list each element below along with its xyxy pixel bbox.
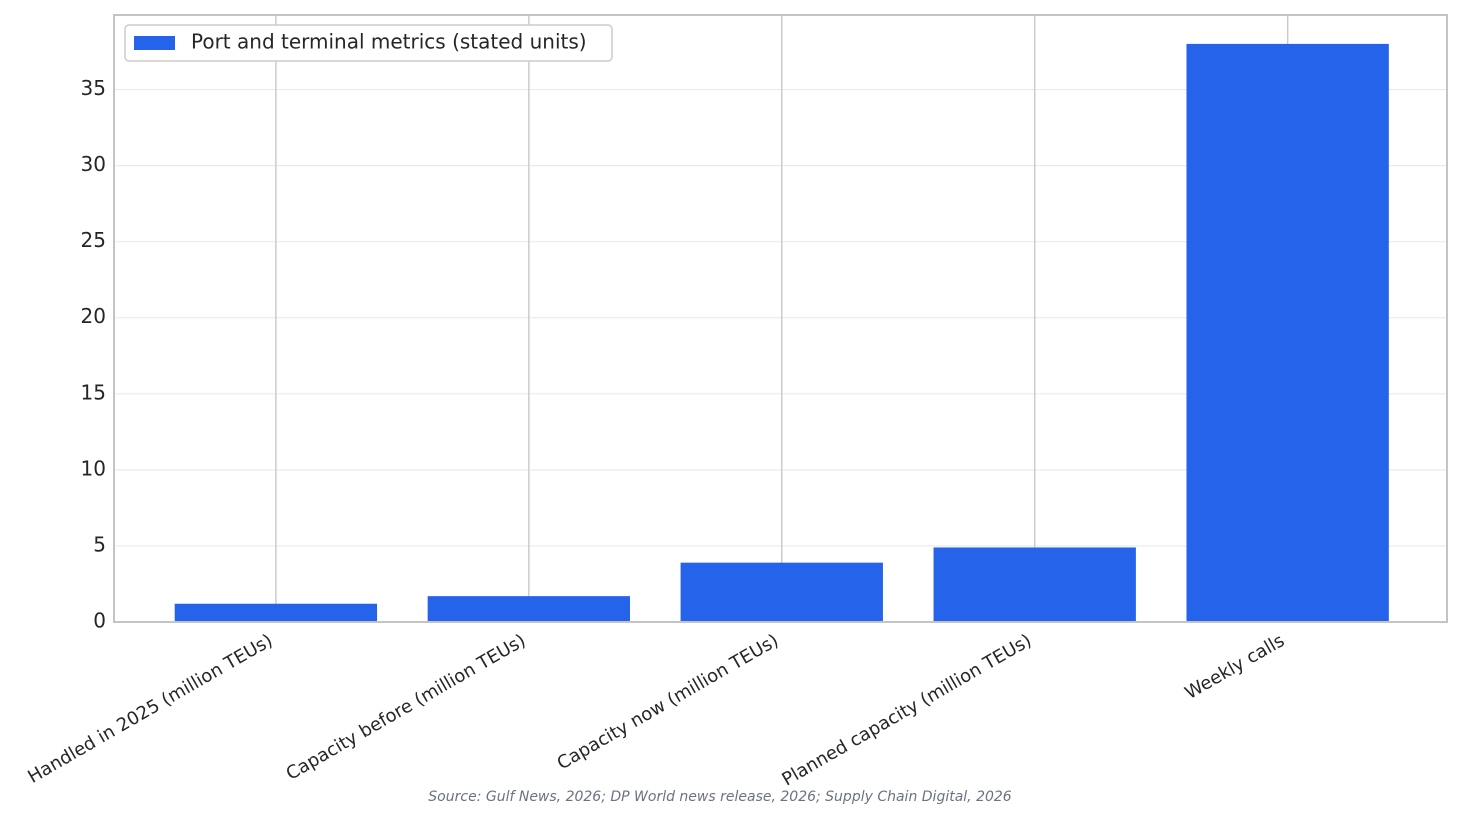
x-tick-label: Capacity now (million TEUs) [554,630,783,774]
x-tick-label: Capacity before (million TEUs) [283,630,530,785]
y-tick-label: 20 [81,304,106,328]
source-note: Source: Gulf News, 2026; DP World news r… [428,789,1011,805]
y-tick-label: 0 [93,609,106,633]
bar [1186,43,1389,622]
bar [680,562,883,622]
bar [427,596,630,622]
y-tick-label: 35 [81,76,106,100]
plot-frame [113,14,1448,623]
legend-label: Port and terminal metrics (stated units) [191,30,587,54]
x-tick-label: Handled in 2025 (million TEUs) [24,630,276,788]
x-tick-label: Planned capacity (million TEUs) [778,630,1035,790]
bar [174,603,378,622]
legend: Port and terminal metrics (stated units) [124,24,613,62]
y-tick-label: 15 [81,380,106,404]
y-tick-label: 30 [81,152,106,176]
y-tick-label: 25 [81,228,106,252]
y-tick-label: 10 [81,456,106,480]
x-tick-label: Weekly calls [1182,630,1289,704]
y-tick-label: 5 [93,532,106,556]
legend-swatch [134,36,175,50]
legend-box [124,24,613,62]
bar [933,547,1136,622]
